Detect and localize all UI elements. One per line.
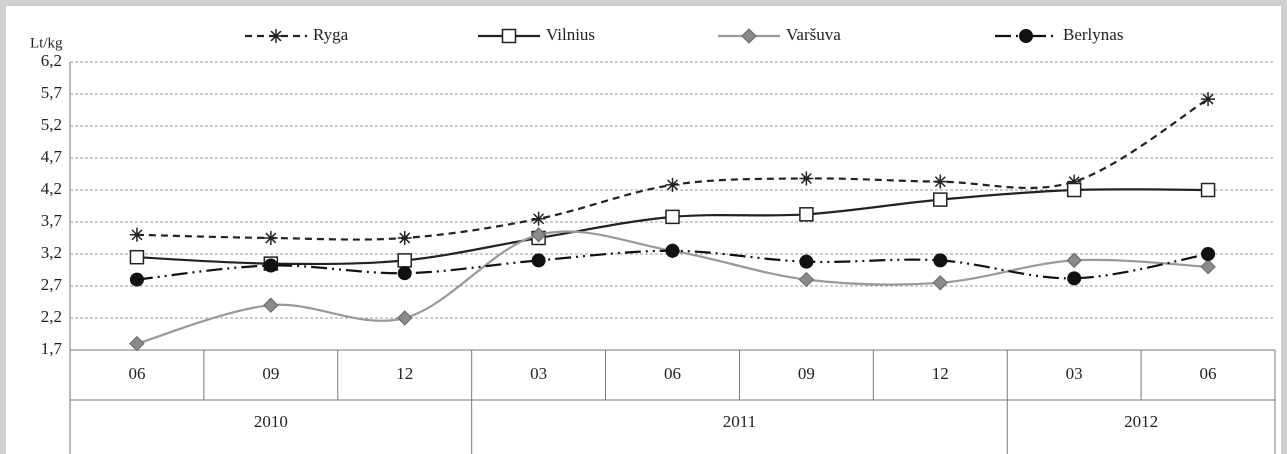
legend-marker (501, 28, 517, 44)
marker (1067, 174, 1082, 189)
marker (397, 266, 412, 281)
legend-marker (269, 29, 283, 43)
marker (1066, 182, 1082, 198)
marker (799, 254, 814, 269)
marker (933, 192, 948, 207)
marker (1201, 247, 1216, 261)
marker (1066, 252, 1082, 269)
marker (397, 253, 412, 268)
y-tick-label: 1,7 (41, 339, 63, 358)
marker (1067, 271, 1082, 286)
y-tick-label: 4,2 (41, 179, 62, 198)
marker (531, 253, 546, 268)
y-tick-label: 2,2 (41, 307, 62, 326)
marker (798, 271, 815, 288)
group-label: 2011 (723, 412, 756, 431)
y-tick-label: 3,7 (41, 211, 63, 230)
marker (1200, 182, 1216, 198)
y-tick-label: 5,2 (41, 115, 62, 134)
marker (1200, 259, 1216, 275)
y-axis-label: Lt/kg (30, 35, 63, 51)
marker (531, 211, 546, 226)
marker (799, 171, 814, 186)
legend-label: Vilnius (546, 25, 595, 44)
marker (799, 207, 814, 222)
marker (129, 249, 145, 265)
legend-label: Varšuva (786, 25, 841, 44)
legend-marker (741, 28, 757, 44)
marker (665, 243, 680, 258)
group-label: 2010 (254, 412, 288, 431)
x-tick-label: 09 (798, 364, 815, 383)
marker (129, 335, 145, 352)
y-tick-label: 2,7 (41, 275, 63, 294)
x-tick-label: 12 (396, 364, 413, 383)
x-tick-label: 06 (128, 364, 145, 383)
marker (933, 174, 948, 189)
legend-marker (1019, 29, 1033, 43)
y-tick-label: 3,2 (41, 243, 62, 262)
marker (932, 275, 948, 291)
marker (665, 209, 680, 225)
marker (933, 253, 948, 268)
marker (397, 310, 413, 326)
marker (530, 227, 547, 243)
x-tick-label: 03 (530, 364, 547, 383)
legend-label: Berlynas (1063, 25, 1123, 44)
group-label: 2012 (1124, 412, 1158, 431)
x-tick-label: 09 (262, 364, 279, 383)
marker (397, 231, 412, 245)
marker (129, 272, 144, 287)
marker (263, 297, 279, 313)
marker (1201, 92, 1216, 107)
legend-label: Ryga (313, 25, 349, 44)
y-tick-label: 6,2 (41, 51, 62, 70)
marker (129, 227, 144, 242)
marker (263, 258, 278, 273)
x-tick-label: 06 (664, 364, 681, 383)
x-tick-label: 03 (1066, 364, 1083, 383)
y-tick-label: 5,7 (41, 83, 63, 102)
x-tick-label: 06 (1200, 364, 1217, 383)
y-tick-label: 4,7 (41, 147, 63, 166)
marker (665, 177, 680, 192)
marker (263, 231, 278, 245)
x-tick-label: 12 (932, 364, 949, 383)
